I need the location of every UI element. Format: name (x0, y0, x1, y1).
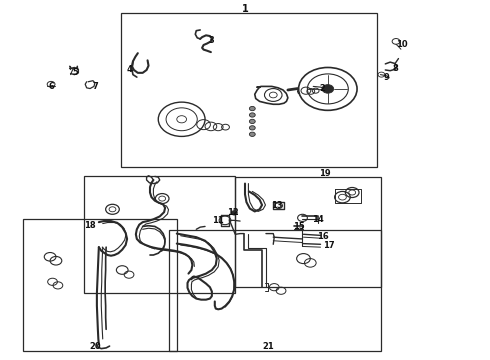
Text: 12: 12 (227, 208, 239, 217)
Text: 5: 5 (73, 68, 78, 77)
Circle shape (322, 85, 334, 93)
Bar (24, 219, 177, 351)
Text: 9: 9 (383, 73, 389, 82)
Text: 11: 11 (212, 216, 224, 225)
Circle shape (231, 211, 237, 215)
Text: 3: 3 (208, 36, 214, 45)
Bar (121, 13, 376, 167)
Text: 20: 20 (89, 342, 101, 351)
Text: 21: 21 (263, 342, 274, 351)
Text: 13: 13 (271, 201, 282, 210)
Text: 7: 7 (93, 82, 98, 91)
Text: 2: 2 (319, 84, 325, 93)
Text: 18: 18 (84, 221, 96, 230)
Text: 19: 19 (318, 169, 330, 178)
Circle shape (249, 113, 255, 117)
Bar (84, 176, 235, 293)
Bar (235, 177, 381, 287)
Text: 17: 17 (323, 240, 335, 249)
Circle shape (249, 132, 255, 136)
Text: 1: 1 (242, 4, 248, 14)
Bar (170, 230, 381, 351)
Text: 16: 16 (317, 232, 329, 241)
Text: 15: 15 (293, 222, 304, 231)
Text: 10: 10 (396, 40, 408, 49)
Text: 6: 6 (48, 82, 54, 91)
Text: 4: 4 (126, 65, 132, 74)
Circle shape (249, 126, 255, 130)
Text: 14: 14 (312, 215, 324, 224)
Text: 8: 8 (392, 64, 398, 73)
Circle shape (249, 107, 255, 111)
Circle shape (249, 119, 255, 123)
